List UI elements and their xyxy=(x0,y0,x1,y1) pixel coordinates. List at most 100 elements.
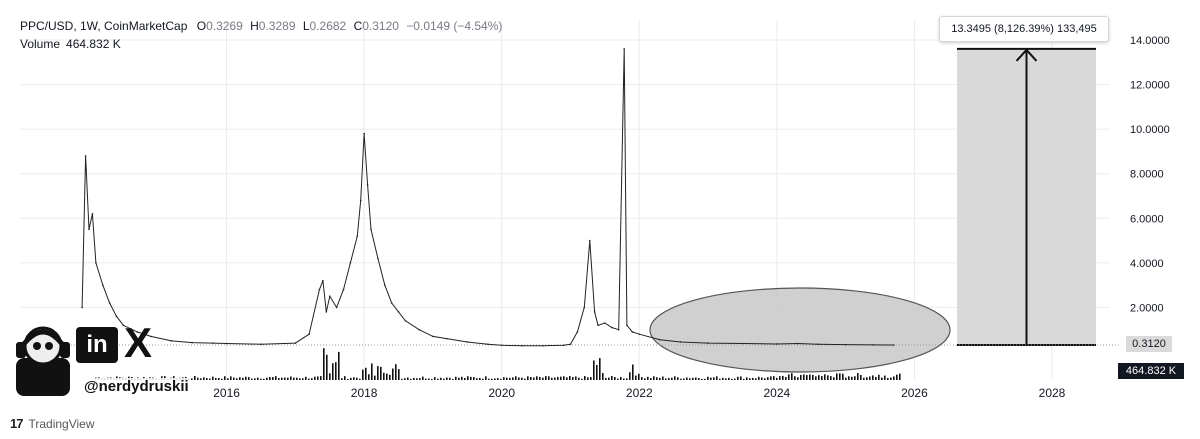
volume-bar xyxy=(464,377,466,380)
price-point xyxy=(108,302,111,304)
volume-bar xyxy=(554,377,556,380)
highlight-ellipse[interactable] xyxy=(649,287,951,373)
volume-bar xyxy=(794,376,796,380)
volume-bar xyxy=(710,377,712,380)
volume-bar xyxy=(803,374,805,380)
volume-bar xyxy=(800,374,802,380)
x-tick-label: 2028 xyxy=(1039,386,1066,400)
volume-bar xyxy=(374,375,376,380)
x-axis: 2016 2018 2020 2022 2024 2026 2028 xyxy=(213,386,1065,400)
tradingview-logo-icon[interactable]: 17 xyxy=(10,416,24,431)
price-point xyxy=(260,343,262,346)
symbol-line[interactable]: PPC/USD, 1W, CoinMarketCap xyxy=(20,19,188,33)
volume-bar xyxy=(353,377,355,380)
volume-bar xyxy=(551,377,553,380)
y-tick-label: 14.0000 xyxy=(1130,35,1170,47)
volume-bar xyxy=(410,378,412,380)
price-point xyxy=(623,48,625,50)
volume-bar xyxy=(620,376,622,380)
low-key: L xyxy=(302,19,310,33)
volume-bar xyxy=(770,376,772,380)
volume-bar xyxy=(608,377,610,380)
price-point xyxy=(404,320,407,322)
price-point xyxy=(776,343,778,345)
volume-bar xyxy=(776,377,778,380)
measure-tool xyxy=(957,47,1096,347)
volume-bar xyxy=(500,378,502,380)
price-point xyxy=(81,306,83,309)
volume-bar xyxy=(896,374,898,380)
volume-bar xyxy=(815,376,817,380)
volume-bar xyxy=(722,377,724,380)
volume-bar xyxy=(284,377,286,380)
volume-bar xyxy=(371,363,373,380)
volume-bar xyxy=(836,373,838,380)
volume-bar xyxy=(842,373,844,380)
price-point xyxy=(432,335,434,338)
volume-bar xyxy=(467,376,469,380)
price-point xyxy=(588,239,591,242)
close-key: C xyxy=(353,19,363,33)
volume-bar xyxy=(560,376,562,380)
volume-bar xyxy=(287,377,289,380)
y-tick-label: 8.0000 xyxy=(1130,169,1164,181)
volume-bar xyxy=(677,377,679,380)
volume-bar xyxy=(833,377,835,380)
price-point xyxy=(377,257,379,260)
volume-bar xyxy=(416,378,418,380)
volume-bar xyxy=(674,376,676,380)
footer: 17 TradingView xyxy=(10,416,95,431)
volume-bar xyxy=(251,378,253,380)
volume-bar xyxy=(758,376,760,380)
volume-bar xyxy=(665,378,667,380)
brand-text[interactable]: TradingView xyxy=(28,416,95,431)
volume-bar xyxy=(437,378,439,380)
price-point xyxy=(366,184,369,186)
x-tick-label: 2024 xyxy=(764,386,791,400)
volume-bar xyxy=(893,376,895,380)
price-point xyxy=(562,344,565,347)
price-point xyxy=(342,288,345,291)
volume-bar xyxy=(845,377,847,380)
volume-bar xyxy=(407,377,409,380)
volume-bar xyxy=(209,378,211,380)
volume-bar xyxy=(263,378,265,380)
volume-bar xyxy=(824,374,826,380)
price-point xyxy=(390,302,393,304)
volume-bar xyxy=(839,373,841,380)
volume-bar xyxy=(299,378,301,380)
volume-bar xyxy=(818,375,820,380)
volume-bar xyxy=(512,377,514,380)
volume-bar xyxy=(605,377,607,380)
price-point xyxy=(679,341,682,343)
volume-bar xyxy=(737,376,739,380)
volume-bar xyxy=(377,366,379,380)
volume-bar xyxy=(782,375,784,380)
volume-bar xyxy=(305,376,307,380)
volume-legend: Volume 464.832 K xyxy=(20,35,127,53)
volume-bar xyxy=(224,376,226,380)
y-tick-label: 4.0000 xyxy=(1130,258,1164,270)
volume-bar xyxy=(380,366,382,380)
volume-bar xyxy=(584,376,586,380)
price-point xyxy=(741,342,744,345)
price-point xyxy=(500,344,503,347)
volume-bar xyxy=(626,378,628,380)
volume-bar xyxy=(494,378,496,380)
x-tick-label: 2022 xyxy=(626,386,653,400)
price-point xyxy=(91,213,94,215)
volume-bar xyxy=(752,377,754,380)
volume-bar xyxy=(359,378,361,380)
volume-bar xyxy=(197,377,199,380)
volume-bar xyxy=(212,376,214,380)
price-point xyxy=(84,155,87,157)
volume-label[interactable]: Volume xyxy=(20,37,61,51)
volume-bar xyxy=(242,377,244,380)
volume-bar xyxy=(461,376,463,380)
volume-bar xyxy=(296,377,298,380)
volume-bar xyxy=(578,377,580,380)
price-point xyxy=(101,284,104,286)
volume-bar xyxy=(431,378,433,380)
price-point xyxy=(597,324,599,327)
